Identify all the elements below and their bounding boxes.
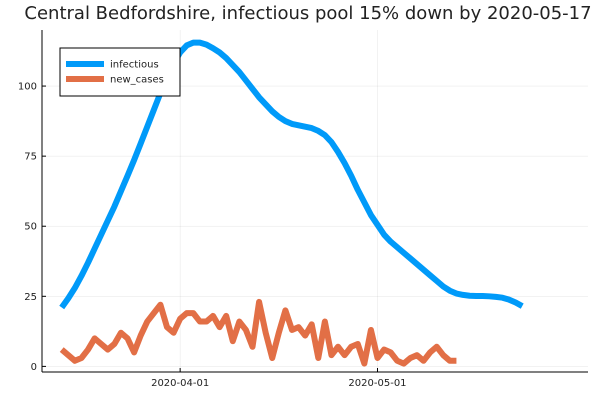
chart-title: Central Bedfordshire, infectious pool 15…: [24, 3, 591, 24]
x-tick-label: 2020-05-01: [348, 378, 406, 389]
y-tick-label: 50: [24, 222, 37, 233]
legend-box: [59, 47, 181, 97]
axes: [41, 30, 588, 373]
plot-area: [59, 39, 524, 367]
legend-label-infectious: infectious: [110, 60, 159, 71]
tick-labels: 0 25 50 75 100 2020-04-01 2020-05-01: [18, 82, 407, 389]
y-tick-label: 100: [18, 82, 37, 93]
series-line-new-cases: [59, 298, 457, 367]
y-tick-label: 0: [31, 362, 37, 373]
x-tick-label: 2020-04-01: [151, 378, 209, 389]
y-tick-label: 25: [24, 292, 37, 303]
legend-label-new-cases: new_cases: [110, 75, 164, 86]
y-tick-label: 75: [24, 152, 37, 163]
legend: infectious new_cases: [59, 47, 181, 97]
series-line-infectious: [59, 39, 524, 310]
